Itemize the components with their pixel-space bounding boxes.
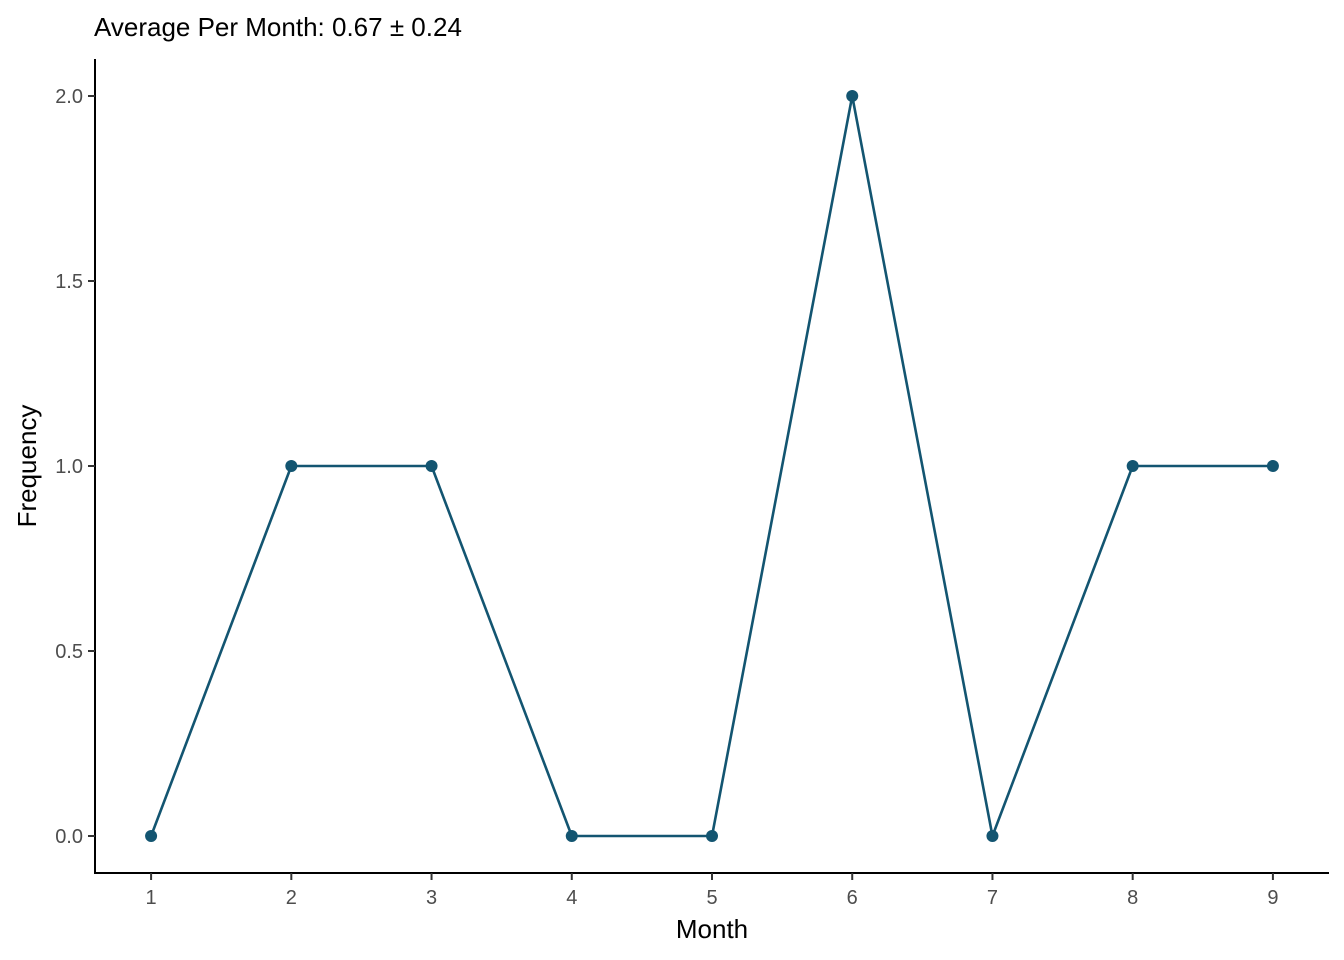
data-point	[706, 830, 718, 842]
y-tick-label: 2.0	[55, 86, 83, 108]
data-point	[1266, 460, 1279, 472]
data-point	[285, 460, 298, 472]
x-axis-ticks: 1 2 3 4 5 6 7 8 9	[146, 873, 1278, 909]
series-line	[149, 94, 1273, 838]
data-point	[846, 90, 859, 102]
x-tick-label: 1	[146, 887, 157, 909]
data-point	[565, 830, 578, 842]
y-tick-label: 0.0	[55, 826, 83, 848]
plot-area: 0.0 0.5 1.0 1.5 2.0 1 2 3 4 5 6 7 8 9	[55, 59, 1329, 909]
y-tick-label: 1.0	[55, 456, 83, 478]
x-tick-label: 6	[847, 887, 858, 909]
y-axis-title: Frequency	[12, 405, 42, 528]
y-axis-ticks: 0.0 0.5 1.0 1.5 2.0	[55, 86, 95, 848]
x-tick-label: 5	[706, 887, 717, 909]
series-layer	[145, 90, 1279, 842]
y-tick-label: 1.5	[55, 271, 83, 293]
data-point	[425, 460, 438, 472]
x-tick-label: 4	[566, 887, 577, 909]
data-point	[145, 830, 158, 842]
x-tick-label: 2	[286, 887, 297, 909]
x-tick-label: 9	[1267, 887, 1278, 909]
chart-title: Average Per Month: 0.67 ± 0.24	[94, 12, 462, 42]
y-tick-label: 0.5	[55, 641, 83, 663]
x-tick-label: 3	[426, 887, 437, 909]
x-axis-title: Month	[676, 914, 748, 944]
x-tick-label: 8	[1127, 887, 1138, 909]
x-tick-label: 7	[987, 887, 998, 909]
data-point	[986, 830, 999, 842]
data-point	[1126, 460, 1139, 472]
